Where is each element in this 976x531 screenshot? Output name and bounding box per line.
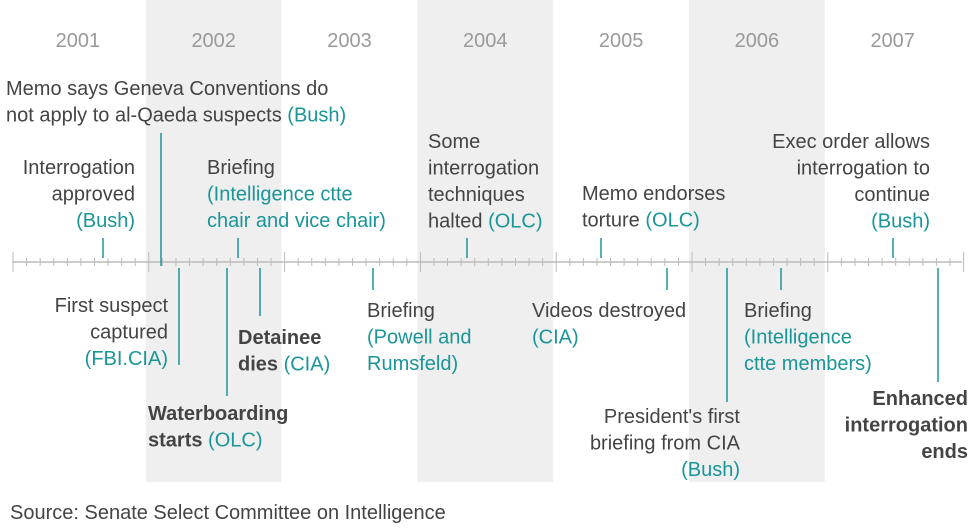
event-text: interrogation to [797,158,930,180]
event-text: (FBI.CIA) [85,348,168,370]
event-text: (Powell and [367,327,472,349]
event-label: briefing from CIA [590,433,741,455]
year-label: 2007 [870,30,915,52]
year-band [689,0,825,482]
event-text: (OLC) [488,211,542,233]
event-label: (Bush) [871,211,930,233]
event-label: First suspect [55,295,169,317]
event-label: Videos destroyed [532,300,686,322]
event-label: torture (OLC) [582,210,700,232]
event-label: Enhanced [872,388,968,410]
event-text: halted [428,211,488,233]
event-label: (CIA) [532,327,579,349]
event-text: (OLC) [645,210,699,232]
event-text: (Intelligence [744,327,852,349]
event-text: (Bush) [76,210,135,232]
event-text: Briefing [367,300,435,322]
event-text: Exec order allows [772,131,930,153]
event-label: Briefing [744,300,812,322]
event-label: (FBI.CIA) [85,348,168,370]
year-label: 2005 [599,30,644,52]
event-text: (OLC) [208,430,262,452]
event-text: Rumsfeld) [367,353,458,375]
event-label: ctte members) [744,353,872,375]
event-text: Enhanced [872,388,968,410]
event-text: Some [428,131,480,153]
source: Source: Senate Select Committee on Intel… [10,502,446,524]
event-text: (CIA) [532,327,579,349]
event-label: Memo says Geneva Conventions do [6,78,328,100]
event-label: Waterboarding [148,403,288,425]
year-band [417,0,554,482]
event-text: President's first [604,406,741,428]
event-text: (CIA) [284,354,331,376]
event-text: interrogation [428,158,539,180]
event-label: captured [90,322,168,344]
event-label: Detainee [238,327,321,349]
event-text: techniques [428,184,525,206]
event-text: (Bush) [871,211,930,233]
event-text: (Bush) [287,105,346,127]
year-label: 2003 [327,30,372,52]
event-text: Waterboarding [148,403,288,425]
event-label: (Intelligence [744,327,852,349]
event-text: approved [52,184,135,206]
event-text: Briefing [744,300,812,322]
year-band [145,0,282,482]
event-text: Videos destroyed [532,300,686,322]
event-text: not apply to al-Qaeda suspects [6,105,287,127]
event-text: Memo says Geneva Conventions do [6,78,328,100]
event-label: interrogation to [797,158,930,180]
event-text: Interrogation [23,157,135,179]
event-label: interrogation [845,415,968,437]
event-label: halted (OLC) [428,211,543,233]
event-label: (Bush) [76,210,135,232]
event-label: Interrogation [23,157,135,179]
event-text: captured [90,322,168,344]
event-text: Briefing [207,157,275,179]
event-text: (Intelligence ctte [207,184,353,206]
event-text: chair and vice chair) [207,210,386,232]
event-label: (Intelligence ctte [207,184,353,206]
event-label: (Powell and [367,327,472,349]
event-label: ends [921,441,968,463]
event-text: dies [238,354,284,376]
event-text: ctte members) [744,353,872,375]
event-text: continue [854,184,930,206]
event-text: First suspect [55,295,169,317]
event-text: Detainee [238,327,321,349]
event-text: Memo endorses [582,183,725,205]
event-text: interrogation [845,415,968,437]
event-label: interrogation [428,158,539,180]
event-text: ends [921,441,968,463]
year-label: 2004 [463,30,508,52]
event-text: starts [148,430,208,452]
event-label: not apply to al-Qaeda suspects (Bush) [6,105,346,127]
year-label: 2002 [191,30,236,52]
event-label: techniques [428,184,525,206]
event-label: Some [428,131,480,153]
event-label: approved [52,184,135,206]
year-label: 2006 [735,30,780,52]
event-label: continue [854,184,930,206]
event-label: dies (CIA) [238,354,330,376]
event-text: briefing from CIA [590,433,741,455]
year-label: 2001 [56,30,101,52]
event-label: Rumsfeld) [367,353,458,375]
event-label: Exec order allows [772,131,930,153]
event-label: Memo endorses [582,183,725,205]
event-label: Briefing [367,300,435,322]
event-text: torture [582,210,645,232]
event-label: starts (OLC) [148,430,262,452]
event-text: (Bush) [681,459,740,481]
event-label: (Bush) [681,459,740,481]
event-label: Briefing [207,157,275,179]
event-label: President's first [604,406,741,428]
event-label: chair and vice chair) [207,210,386,232]
